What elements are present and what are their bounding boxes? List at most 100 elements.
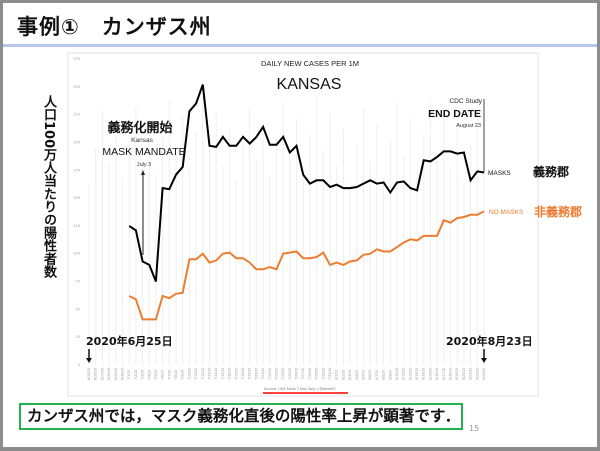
x-tick-label: 7/1/20 — [127, 370, 131, 380]
mandate-date: July 3 — [137, 162, 151, 168]
x-tick-label: 8/3/20 — [348, 370, 352, 380]
y-axis-label: 人口100万人当たりの陽性者数 — [41, 95, 56, 279]
legend-no-masks: NO MASKS — [489, 209, 524, 216]
x-tick-label: 8/18/20 — [449, 368, 453, 380]
y-tick-label: 250 — [73, 85, 80, 89]
x-tick-label: 7/15/20 — [221, 368, 225, 380]
series-line-no-masks — [128, 210, 485, 321]
x-tick-label: 7/3/20 — [141, 370, 145, 380]
chart-title: KANSAS — [277, 76, 342, 93]
x-tick-label: 7/2/20 — [134, 370, 138, 380]
x-tick-label: 8/2/20 — [341, 370, 345, 380]
y-tick-label: 125 — [73, 224, 80, 228]
x-tick-label: 6/27/20 — [100, 368, 104, 380]
x-tick-label: 7/13/20 — [208, 368, 212, 380]
y-tick-label: 175 — [73, 168, 80, 172]
background-bars — [88, 96, 485, 365]
x-tick-label: 7/23/20 — [274, 368, 278, 380]
chart-subtitle: DAILY NEW CASES PER 1M — [261, 59, 359, 68]
x-tick-label: 7/29/20 — [315, 368, 319, 380]
y-tick-label: 200 — [73, 140, 80, 144]
x-tick-label: 7/24/20 — [281, 368, 285, 380]
x-tick-label: 7/10/20 — [187, 368, 191, 380]
end-line2: END DATE — [428, 108, 481, 120]
x-tick-label: 8/8/20 — [382, 370, 386, 380]
x-tick-label: 7/22/20 — [268, 368, 272, 380]
mandate-line2: MASK MANDATE — [102, 146, 185, 158]
end-date: August 23 — [456, 123, 481, 129]
x-tick-label: 7/5/20 — [154, 370, 158, 380]
x-tick-label: 8/11/20 — [402, 368, 406, 380]
x-tick-label: 8/5/20 — [361, 370, 365, 380]
legend-no-masks-ja: 非義務郡 — [534, 204, 582, 219]
x-tick-label: 7/26/20 — [295, 368, 299, 380]
y-tick-label: 100 — [73, 252, 80, 256]
x-tick-label: 7/20/20 — [254, 368, 258, 380]
chart-source: Source: USA Facts 7 Day Avg. / @wero5C — [264, 387, 336, 391]
x-tick-label: 8/6/20 — [368, 370, 372, 380]
x-tick-label: 7/7/20 — [167, 370, 171, 380]
slide-title: 事例① カンザス州 — [17, 15, 212, 39]
x-tick-label: 8/21/20 — [469, 368, 473, 380]
mandate-line1: Kansas — [131, 137, 153, 144]
x-tick-label: 7/9/20 — [181, 370, 185, 380]
end-arrow-down-icon — [481, 358, 487, 363]
x-tick-label: 8/12/20 — [408, 368, 412, 380]
x-tick-label: 7/4/20 — [147, 370, 151, 380]
legend-masks: MASKS — [488, 170, 511, 177]
x-tick-label: 7/19/20 — [248, 368, 252, 380]
x-tick-label: 7/31/20 — [328, 368, 332, 380]
start-date-label: 2020年6月25日 — [86, 334, 173, 348]
x-tick-label: 7/21/20 — [261, 368, 265, 380]
start-arrow-down-icon — [86, 358, 92, 363]
x-tick-label: 7/30/20 — [321, 368, 325, 380]
x-tick-label: 8/15/20 — [428, 368, 432, 380]
x-ticks: 6/25/20 6/26/20 6/27/20 6/28/20 6/29/20 6/30/… — [87, 368, 486, 380]
x-tick-label: 8/14/20 — [422, 368, 426, 380]
x-tick-label: 8/7/20 — [375, 370, 379, 380]
x-tick-label: 8/1/20 — [335, 370, 339, 380]
x-tick-label: 7/27/20 — [301, 368, 305, 380]
x-tick-label: 8/23/20 — [482, 368, 486, 380]
x-tick-label: 7/18/20 — [241, 368, 245, 380]
y-tick-label: 275 — [73, 57, 80, 61]
end-date-label: 2020年8月23日 — [446, 334, 533, 348]
x-tick-label: 7/28/20 — [308, 368, 312, 380]
x-tick-label: 8/10/20 — [395, 368, 399, 380]
x-tick-label: 7/11/20 — [194, 368, 198, 380]
x-tick-label: 8/22/20 — [475, 368, 479, 380]
y-tick-label: 25 — [76, 335, 80, 339]
y-tick-label: 75 — [76, 280, 80, 284]
x-tick-label: 8/17/20 — [442, 368, 446, 380]
title-divider — [3, 44, 597, 47]
x-tick-label: 7/25/20 — [288, 368, 292, 380]
x-tick-label: 6/25/20 — [87, 368, 91, 380]
summary-note: カンザス州では，マスク義務化直後の陽性率上昇が顕著です． — [19, 403, 463, 430]
mandate-arrowhead-icon — [141, 170, 145, 175]
x-tick-label: 8/19/20 — [455, 368, 459, 380]
x-tick-label: 6/30/20 — [120, 368, 124, 380]
y-ticks: 0 25 50 75 100 125 150 175 200 225 250 275 — [73, 57, 80, 367]
page-number: 15 — [469, 424, 480, 433]
x-tick-label: 8/16/20 — [435, 368, 439, 380]
x-tick-label: 7/12/20 — [201, 368, 205, 380]
x-tick-label: 6/28/20 — [107, 368, 111, 380]
y-tick-label: 150 — [73, 196, 80, 200]
series-line-masks — [128, 84, 485, 282]
legend-masks-ja: 義務郡 — [533, 164, 569, 179]
x-tick-label: 7/6/20 — [161, 370, 165, 380]
x-tick-label: 6/29/20 — [114, 368, 118, 380]
x-tick-label: 8/9/20 — [388, 370, 392, 380]
end-line1: CDC Study — [449, 98, 482, 105]
x-tick-label: 7/16/20 — [228, 368, 232, 380]
y-tick-label: 225 — [73, 113, 80, 117]
x-tick-label: 7/17/20 — [234, 368, 238, 380]
x-tick-label: 7/8/20 — [174, 370, 178, 380]
x-tick-label: 6/26/20 — [94, 368, 98, 380]
x-tick-label: 8/4/20 — [355, 370, 359, 380]
mandate-ja-label: 義務化開始 — [107, 120, 172, 136]
y-tick-label: 0 — [78, 363, 80, 367]
x-tick-label: 8/13/20 — [415, 368, 419, 380]
x-tick-label: 8/20/20 — [462, 368, 466, 380]
